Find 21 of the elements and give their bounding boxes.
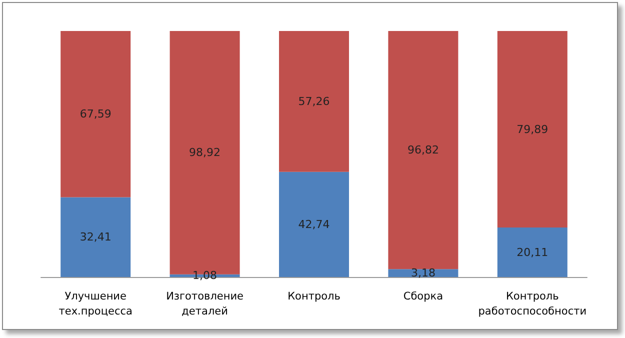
data-label: 96,82	[407, 144, 439, 157]
x-tick-label: Сборка	[403, 290, 444, 302]
bar	[497, 31, 568, 228]
data-label: 3,18	[410, 266, 436, 280]
data-label: 32,41	[80, 230, 112, 244]
x-tick-label: Изготовление деталей	[166, 290, 244, 318]
bar	[388, 31, 458, 270]
data-label: 79,89	[516, 122, 548, 136]
bar	[60, 197, 131, 277]
bar	[279, 172, 349, 277]
x-tick-label: Контроль работоспособности	[478, 290, 587, 318]
bar	[279, 31, 349, 172]
data-label: 42,74	[298, 218, 330, 231]
bar	[497, 228, 568, 277]
x-tick-label: Улучшение тех.процесса	[58, 290, 132, 318]
data-label: 57,26	[298, 94, 330, 108]
bar	[60, 31, 131, 198]
data-label: 20,11	[516, 246, 548, 259]
data-label: 98,92	[189, 146, 221, 160]
x-tick-label: Контроль	[288, 290, 340, 302]
data-label: 67,59	[80, 108, 112, 121]
